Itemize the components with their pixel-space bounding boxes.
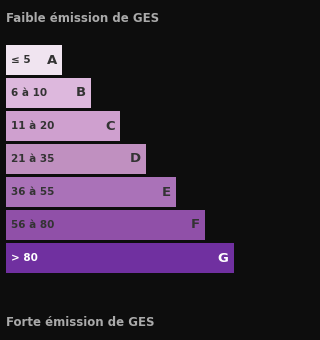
Text: 21 à 35: 21 à 35: [11, 154, 54, 164]
Text: C: C: [105, 119, 115, 133]
Bar: [6, 144, 146, 174]
Text: 56 à 80: 56 à 80: [11, 220, 54, 230]
Text: E: E: [162, 186, 171, 199]
Text: G: G: [218, 252, 228, 265]
Bar: [6, 78, 91, 108]
Text: ≤ 5: ≤ 5: [11, 55, 31, 65]
Bar: [6, 243, 234, 273]
Text: Faible émission de GES: Faible émission de GES: [6, 12, 159, 24]
Text: D: D: [130, 153, 140, 166]
Text: B: B: [76, 86, 86, 100]
Text: 11 à 20: 11 à 20: [11, 121, 54, 131]
Text: A: A: [47, 53, 57, 67]
Text: F: F: [191, 219, 200, 232]
Bar: [6, 45, 62, 75]
Bar: [6, 210, 205, 240]
Text: > 80: > 80: [11, 253, 38, 263]
Bar: [6, 111, 120, 141]
Text: 36 à 55: 36 à 55: [11, 187, 54, 197]
Text: 6 à 10: 6 à 10: [11, 88, 47, 98]
Text: Forte émission de GES: Forte émission de GES: [6, 316, 155, 328]
Bar: [6, 177, 176, 207]
